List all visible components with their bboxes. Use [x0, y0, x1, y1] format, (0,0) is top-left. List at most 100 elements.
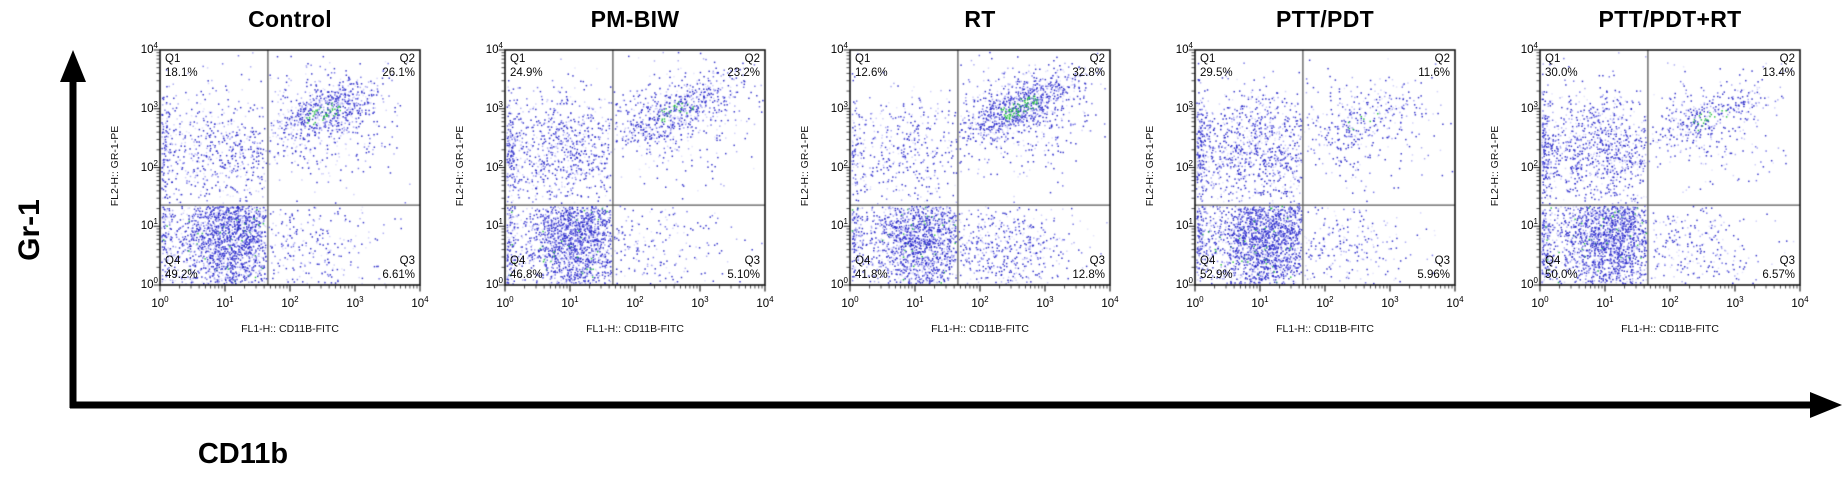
quadrant-id: Q4	[855, 255, 871, 267]
quadrant-label-q1: Q1 12.6%	[855, 52, 888, 80]
y-axis-tick-label: 104	[140, 41, 158, 56]
quadrant-label-q4: Q4 41.8%	[855, 254, 888, 282]
quadrant-percentage: 5.10%	[727, 269, 760, 281]
x-axis-tick-label: 101	[1251, 295, 1269, 310]
quadrant-label-q2: Q2 13.4%	[1762, 52, 1795, 80]
quadrant-label-layer: Q1 24.9% Q2 23.2% Q3 5.10% Q4 46.8%	[505, 50, 765, 285]
y-axis-tick-label: 101	[485, 217, 503, 233]
quadrant-label-layer: Q1 18.1% Q2 26.1% Q3 6.61% Q4 49.2%	[160, 50, 420, 285]
y-axis-tick-label: 104	[485, 41, 503, 56]
x-axis-tick-label: 103	[346, 295, 364, 310]
x-axis-tick-label: 104	[1791, 295, 1809, 310]
quadrant-percentage: 24.9%	[510, 67, 543, 79]
quadrant-id: Q1	[510, 53, 526, 65]
quadrant-label-q2: Q2 26.1%	[382, 52, 415, 80]
y-axis-tick-label: 100	[830, 276, 848, 291]
y-axis-tick-label: 101	[1520, 217, 1538, 233]
x-axis-tick-label: 100	[151, 295, 169, 310]
quadrant-percentage: 6.61%	[382, 269, 415, 281]
quadrant-id: Q4	[1200, 255, 1216, 267]
y-axis-tick-label: 100	[1520, 276, 1538, 291]
panel-y-axis-label: FL2-H:: GR-1-PE	[109, 125, 121, 207]
flow-plot-panel: Control FL2-H:: GR-1-PE Q1 18.1% Q2 26.1%Q3…	[85, 6, 430, 406]
quadrant-label-q3: Q3 6.61%	[382, 254, 415, 282]
flow-plot-panel: PTT/PDT FL2-H:: GR-1-PE Q1 29.5% Q2 11.6% Q3…	[1120, 6, 1465, 406]
quadrant-id: Q1	[1545, 53, 1561, 65]
y-axis-tick-label: 103	[1175, 99, 1193, 115]
panel-y-axis-label: FL2-H:: GR-1-PE	[799, 125, 811, 207]
quadrant-percentage: 12.8%	[1072, 269, 1105, 281]
scatter-canvas	[1530, 48, 1802, 295]
panel-title: Control	[248, 6, 332, 32]
y-axis-tick-label: 101	[140, 217, 158, 233]
quadrant-label-layer: Q1 12.6% Q2 32.8% Q3 12.8% Q4 41.8%	[850, 50, 1110, 285]
quadrant-label-q3: Q3 6.57%	[1762, 254, 1795, 282]
x-axis-tick-label: 100	[1186, 295, 1204, 310]
quadrant-id: Q4	[165, 255, 181, 267]
quadrant-label-layer: Q1 30.0% Q2 13.4% Q3 6.57% Q4 50.0%	[1540, 50, 1800, 285]
x-axis-tick-label: 100	[1531, 295, 1549, 310]
quadrant-label-q3: Q3 12.8%	[1072, 254, 1105, 282]
y-axis-tick-label: 101	[1175, 217, 1193, 233]
quadrant-percentage: 11.6%	[1418, 67, 1450, 79]
quadrant-id: Q3	[399, 255, 415, 267]
y-axis-tick-label: 102	[140, 158, 158, 174]
x-axis-tick-label: 102	[971, 295, 989, 310]
quadrant-percentage: 29.5%	[1200, 67, 1233, 79]
x-axis-tick-label: 103	[691, 295, 709, 310]
panel-x-axis-label: FL1-H:: CD11B-FITC	[586, 323, 684, 335]
x-axis-tick-label: 101	[561, 295, 579, 310]
x-axis-arrowhead	[1810, 392, 1842, 418]
x-axis-tick-label: 102	[1316, 295, 1334, 310]
quadrant-id: Q4	[1545, 255, 1561, 267]
panel-x-axis-label: FL1-H:: CD11B-FITC	[931, 323, 1029, 335]
x-axis-tick-label: 104	[1446, 295, 1464, 310]
quadrant-id: Q2	[1089, 53, 1105, 65]
quadrant-percentage: 49.2%	[165, 269, 198, 281]
x-axis-tick-label: 102	[626, 295, 644, 310]
y-axis-arrowhead	[60, 50, 86, 82]
panel-title: RT	[964, 6, 996, 32]
quadrant-id: Q2	[744, 53, 760, 65]
quadrant-percentage: 13.4%	[1762, 67, 1795, 79]
quadrant-label-q4: Q4 50.0%	[1545, 254, 1578, 282]
quadrant-label-q1: Q1 29.5%	[1200, 52, 1233, 80]
x-axis-tick-label: 104	[756, 295, 774, 310]
x-axis-tick-label: 102	[281, 295, 299, 310]
panel-row: Control FL2-H:: GR-1-PE Q1 18.1% Q2 26.1% Q3…	[85, 6, 1809, 406]
scatter-canvas	[840, 48, 1112, 295]
x-axis-tick-label: 104	[1101, 295, 1119, 310]
quadrant-label-q2: Q2 32.8%	[1072, 52, 1105, 80]
x-axis-tick-label: 101	[906, 295, 924, 310]
flow-plot-panel: RT FL2-H:: GR-1-PE Q1 12.6% Q2 32.8%Q3 12.8%…	[775, 6, 1120, 406]
quadrant-percentage: 46.8%	[510, 269, 543, 281]
y-axis-tick-label: 100	[485, 276, 503, 291]
quadrant-id: Q2	[399, 53, 415, 65]
quadrant-percentage: 41.8%	[855, 269, 888, 281]
quadrant-percentage: 18.1%	[165, 67, 198, 79]
quadrant-label-q3: Q3 5.96%	[1417, 254, 1450, 282]
y-axis-tick-label: 100	[140, 276, 158, 291]
quadrant-label-q1: Q1 18.1%	[165, 52, 198, 80]
y-axis-tick-label: 102	[485, 158, 503, 174]
y-axis-tick-label: 101	[830, 217, 848, 233]
panel-y-axis-label: FL2-H:: GR-1-PE	[1489, 125, 1501, 207]
x-axis-tick-label: 100	[841, 295, 859, 310]
panel-y-axis-label: FL2-H:: GR-1-PE	[1144, 125, 1156, 207]
y-axis-tick-label: 103	[830, 99, 848, 115]
y-axis-tick-label: 102	[830, 158, 848, 174]
quadrant-label-q3: Q3 5.10%	[727, 254, 760, 282]
quadrant-id: Q3	[1434, 255, 1450, 267]
quadrant-label-q4: Q4 49.2%	[165, 254, 198, 282]
figure-x-axis-label: CD11b	[197, 438, 289, 470]
scatter-canvas	[150, 48, 422, 295]
x-axis-tick-label: 100	[496, 295, 514, 310]
quadrant-percentage: 12.6%	[855, 67, 888, 79]
quadrant-percentage: 6.57%	[1762, 269, 1795, 281]
panel-y-axis-label: FL2-H:: GR-1-PE	[454, 125, 466, 207]
quadrant-percentage: 30.0%	[1545, 67, 1578, 79]
x-axis-tick-label: 104	[411, 295, 429, 310]
quadrant-label-q4: Q4 52.9%	[1200, 254, 1233, 282]
